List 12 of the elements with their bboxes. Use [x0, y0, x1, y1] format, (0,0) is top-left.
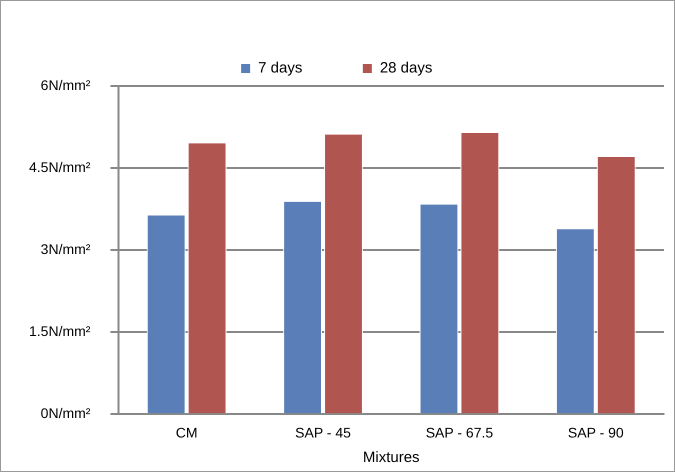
- y-tick-label: 4.5N/mm²: [28, 158, 91, 175]
- y-tick-label: 1.5N/mm²: [28, 323, 91, 340]
- x-tick-label: SAP - 67.5: [426, 424, 494, 440]
- x-tick-label: CM: [176, 424, 198, 440]
- x-tick-label: SAP - 45: [295, 424, 352, 440]
- y-tick-label: 3N/mm²: [40, 240, 91, 257]
- legend-label: 28 days: [380, 60, 432, 77]
- y-tick-label: 6N/mm²: [40, 76, 91, 93]
- legend-label: 7 days: [258, 60, 302, 77]
- y-tick-label: 0N/mm²: [40, 405, 91, 422]
- x-axis-title: Mixtures: [362, 449, 420, 466]
- x-tick-label: SAP - 90: [568, 424, 624, 440]
